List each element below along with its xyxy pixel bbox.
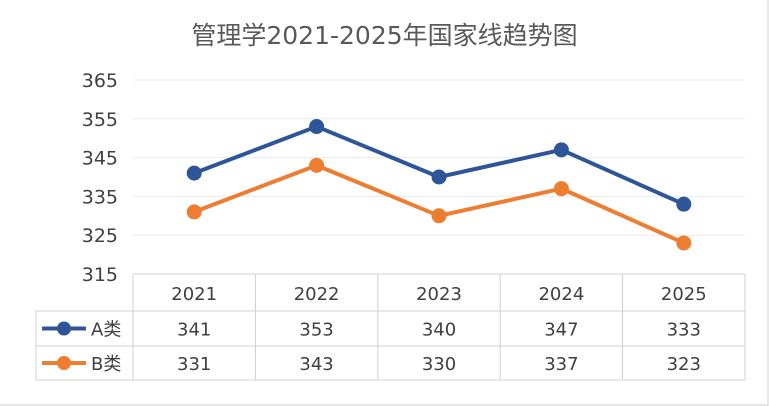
data-table-value: 347 xyxy=(544,320,578,341)
series-line-a xyxy=(193,124,685,206)
x-category-label: 2024 xyxy=(538,284,584,305)
chart-title: 管理学2021-2025年国家线趋势图 xyxy=(191,21,578,50)
y-tick-label: 365 xyxy=(82,70,118,92)
x-category-label: 2022 xyxy=(294,284,340,305)
data-table-value: 333 xyxy=(667,320,701,341)
legend-marker xyxy=(57,321,71,336)
legend-marker xyxy=(57,356,71,370)
data-point xyxy=(431,169,447,185)
data-point xyxy=(309,119,325,135)
y-tick-label: 315 xyxy=(82,264,118,286)
y-tick-label: 335 xyxy=(82,186,118,208)
data-table-value: 341 xyxy=(177,320,211,341)
data-table-value: 353 xyxy=(299,320,333,341)
data-table-value: 331 xyxy=(177,354,211,375)
data-point xyxy=(553,142,569,158)
x-category-label: 2025 xyxy=(661,284,707,305)
data-table-value: 343 xyxy=(299,354,333,375)
y-tick-label: 325 xyxy=(82,225,118,247)
data-table-value: 340 xyxy=(422,320,456,341)
legend-label: A类 xyxy=(91,320,121,341)
y-tick-label: 355 xyxy=(82,109,118,131)
data-point xyxy=(186,204,202,220)
data-point xyxy=(676,235,692,251)
data-table-value: 323 xyxy=(667,354,701,375)
x-category-label: 2021 xyxy=(171,284,217,305)
data-point xyxy=(553,181,569,197)
data-point xyxy=(431,208,447,224)
data-point xyxy=(676,196,692,212)
y-tick-label: 345 xyxy=(82,148,118,170)
x-category-label: 2023 xyxy=(416,284,462,305)
data-point xyxy=(309,157,325,173)
data-table-value: 330 xyxy=(422,354,456,375)
data-table-value: 337 xyxy=(544,354,578,375)
legend-label: B类 xyxy=(91,354,121,375)
data-point xyxy=(186,165,202,181)
